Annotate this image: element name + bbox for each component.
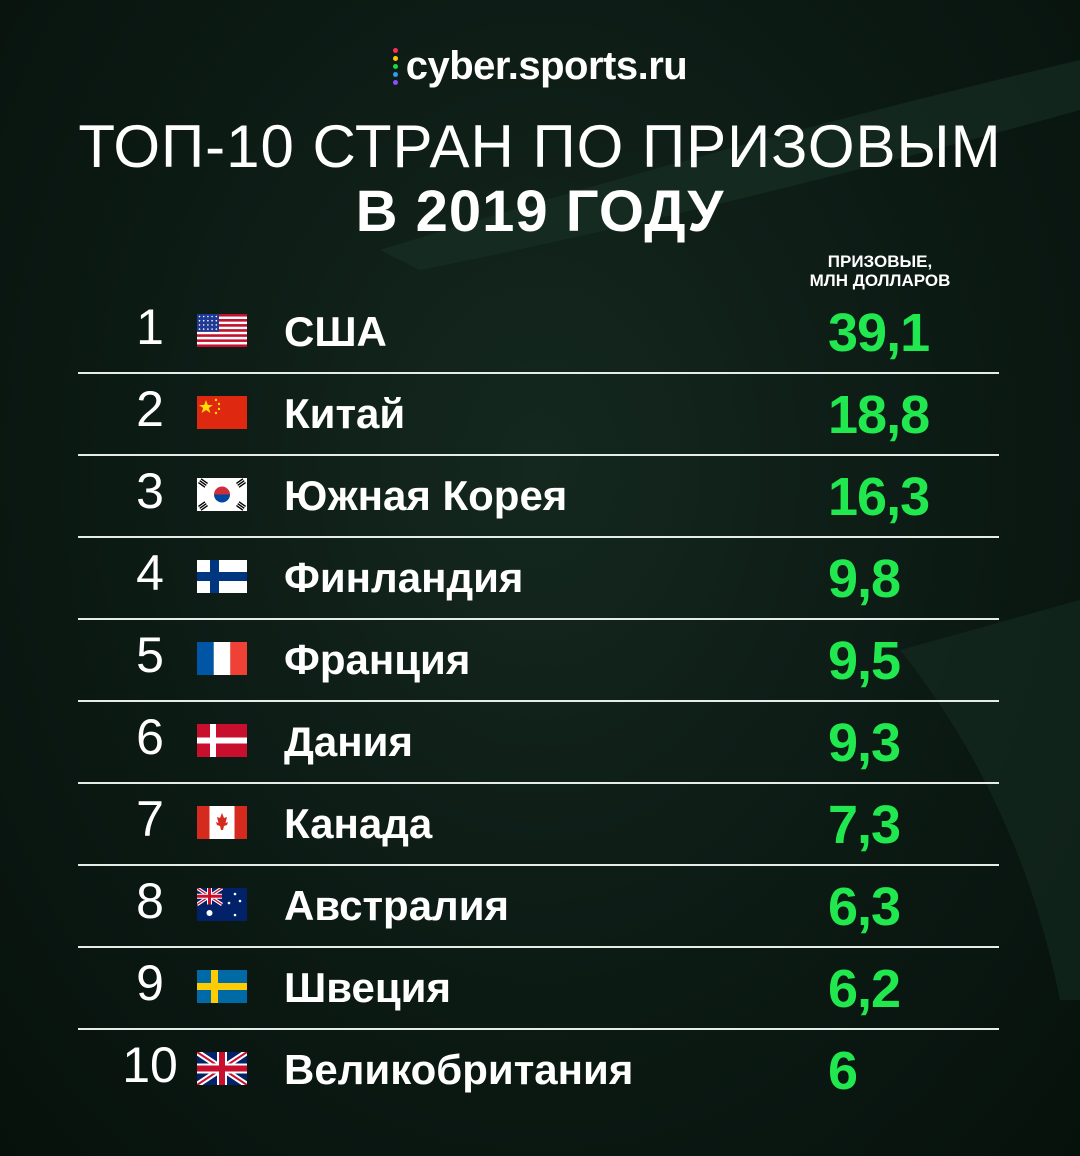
prize-value: 39,1 <box>828 303 930 363</box>
row-divider <box>78 1028 999 1030</box>
brand-dots-icon <box>392 48 398 85</box>
country-name: Дания <box>284 718 413 765</box>
table-row: 5 Франция 9,5 <box>0 620 1080 702</box>
value-column-header-line-1: ПРИЗОВЫЕ, <box>827 252 933 271</box>
rank-number: 2 <box>136 381 164 437</box>
table-row: 6 Дания 9,3 <box>0 702 1080 784</box>
rank-number: 8 <box>136 873 164 929</box>
table-row: 7 Канада 7,3 <box>0 784 1080 866</box>
brand-logo: cyber.sports.ru <box>0 40 1080 89</box>
row-divider <box>78 782 999 784</box>
prize-value: 7,3 <box>828 795 901 855</box>
uk-flag-icon <box>195 1049 249 1088</box>
rank-number: 7 <box>136 791 164 847</box>
country-name: Финландия <box>284 554 524 601</box>
row-divider <box>78 618 999 620</box>
country-name: США <box>284 308 387 355</box>
prize-value: 6,2 <box>828 959 901 1019</box>
australia-flag-icon <box>196 886 247 921</box>
value-column-header: ПРИЗОВЫЕ, МЛН ДОЛЛАРОВ <box>780 252 980 290</box>
country-name: Австралия <box>284 882 510 929</box>
country-name: Китай <box>284 390 406 437</box>
row-divider <box>78 536 999 538</box>
row-divider <box>78 864 999 866</box>
rank-number: 5 <box>136 627 164 683</box>
rank-number: 3 <box>136 463 164 519</box>
rank-number: 4 <box>136 545 164 601</box>
country-name: Южная Корея <box>284 472 568 519</box>
row-divider <box>78 454 999 456</box>
table-row: 2 Китай 18,8 <box>0 374 1080 456</box>
prize-value: 18,8 <box>828 385 930 445</box>
prize-value: 16,3 <box>828 467 930 527</box>
country-name: Швеция <box>284 964 451 1011</box>
brand-dot <box>392 72 398 77</box>
table-row: 8 Австралия 6,3 <box>0 866 1080 948</box>
country-name: Канада <box>284 800 433 847</box>
rank-number: 1 <box>136 299 164 355</box>
prize-value: 9,3 <box>828 713 901 773</box>
row-divider <box>78 946 999 948</box>
finland-flag-icon <box>197 560 247 593</box>
prize-value: 6,3 <box>828 877 901 937</box>
rank-number: 9 <box>136 955 164 1011</box>
title-line-1: ТОП-10 СТРАН ПО ПРИЗОВЫМ <box>78 113 1002 180</box>
country-name: Франция <box>284 636 471 683</box>
brand-dot <box>392 48 398 53</box>
row-divider <box>78 372 999 374</box>
south-korea-flag-icon <box>197 478 247 511</box>
table-row: 9 Швеция 6,2 <box>0 948 1080 1030</box>
brand-name: cyber.sports.ru <box>405 44 688 88</box>
value-column-header-line-2: МЛН ДОЛЛАРОВ <box>809 271 951 290</box>
table-row: 4 Финландия 9,8 <box>0 538 1080 620</box>
row-divider <box>78 700 999 702</box>
table-row: 1 США 39,1 <box>0 292 1080 374</box>
title-line-2: В 2019 ГОДУ <box>355 179 725 244</box>
canada-flag-icon <box>197 806 247 839</box>
sweden-flag-icon <box>197 970 247 1003</box>
brand-dot <box>392 64 398 69</box>
rank-number: 6 <box>136 709 164 765</box>
france-flag-icon <box>197 642 247 675</box>
country-name: Великобритания <box>284 1046 634 1093</box>
prize-value: 9,5 <box>828 631 901 691</box>
prize-value: 6 <box>828 1041 858 1101</box>
prize-value: 9,8 <box>828 549 901 609</box>
brand-dot <box>392 80 398 85</box>
table-row: 3 Южная Корея 16,3 <box>0 456 1080 538</box>
usa-flag-icon <box>197 314 247 348</box>
denmark-flag-icon <box>197 724 247 757</box>
table-row: 10 Великобритания 6 <box>0 1030 1080 1112</box>
brand-dot <box>392 56 398 61</box>
rank-number: 10 <box>122 1037 178 1093</box>
china-flag-icon <box>197 396 247 429</box>
